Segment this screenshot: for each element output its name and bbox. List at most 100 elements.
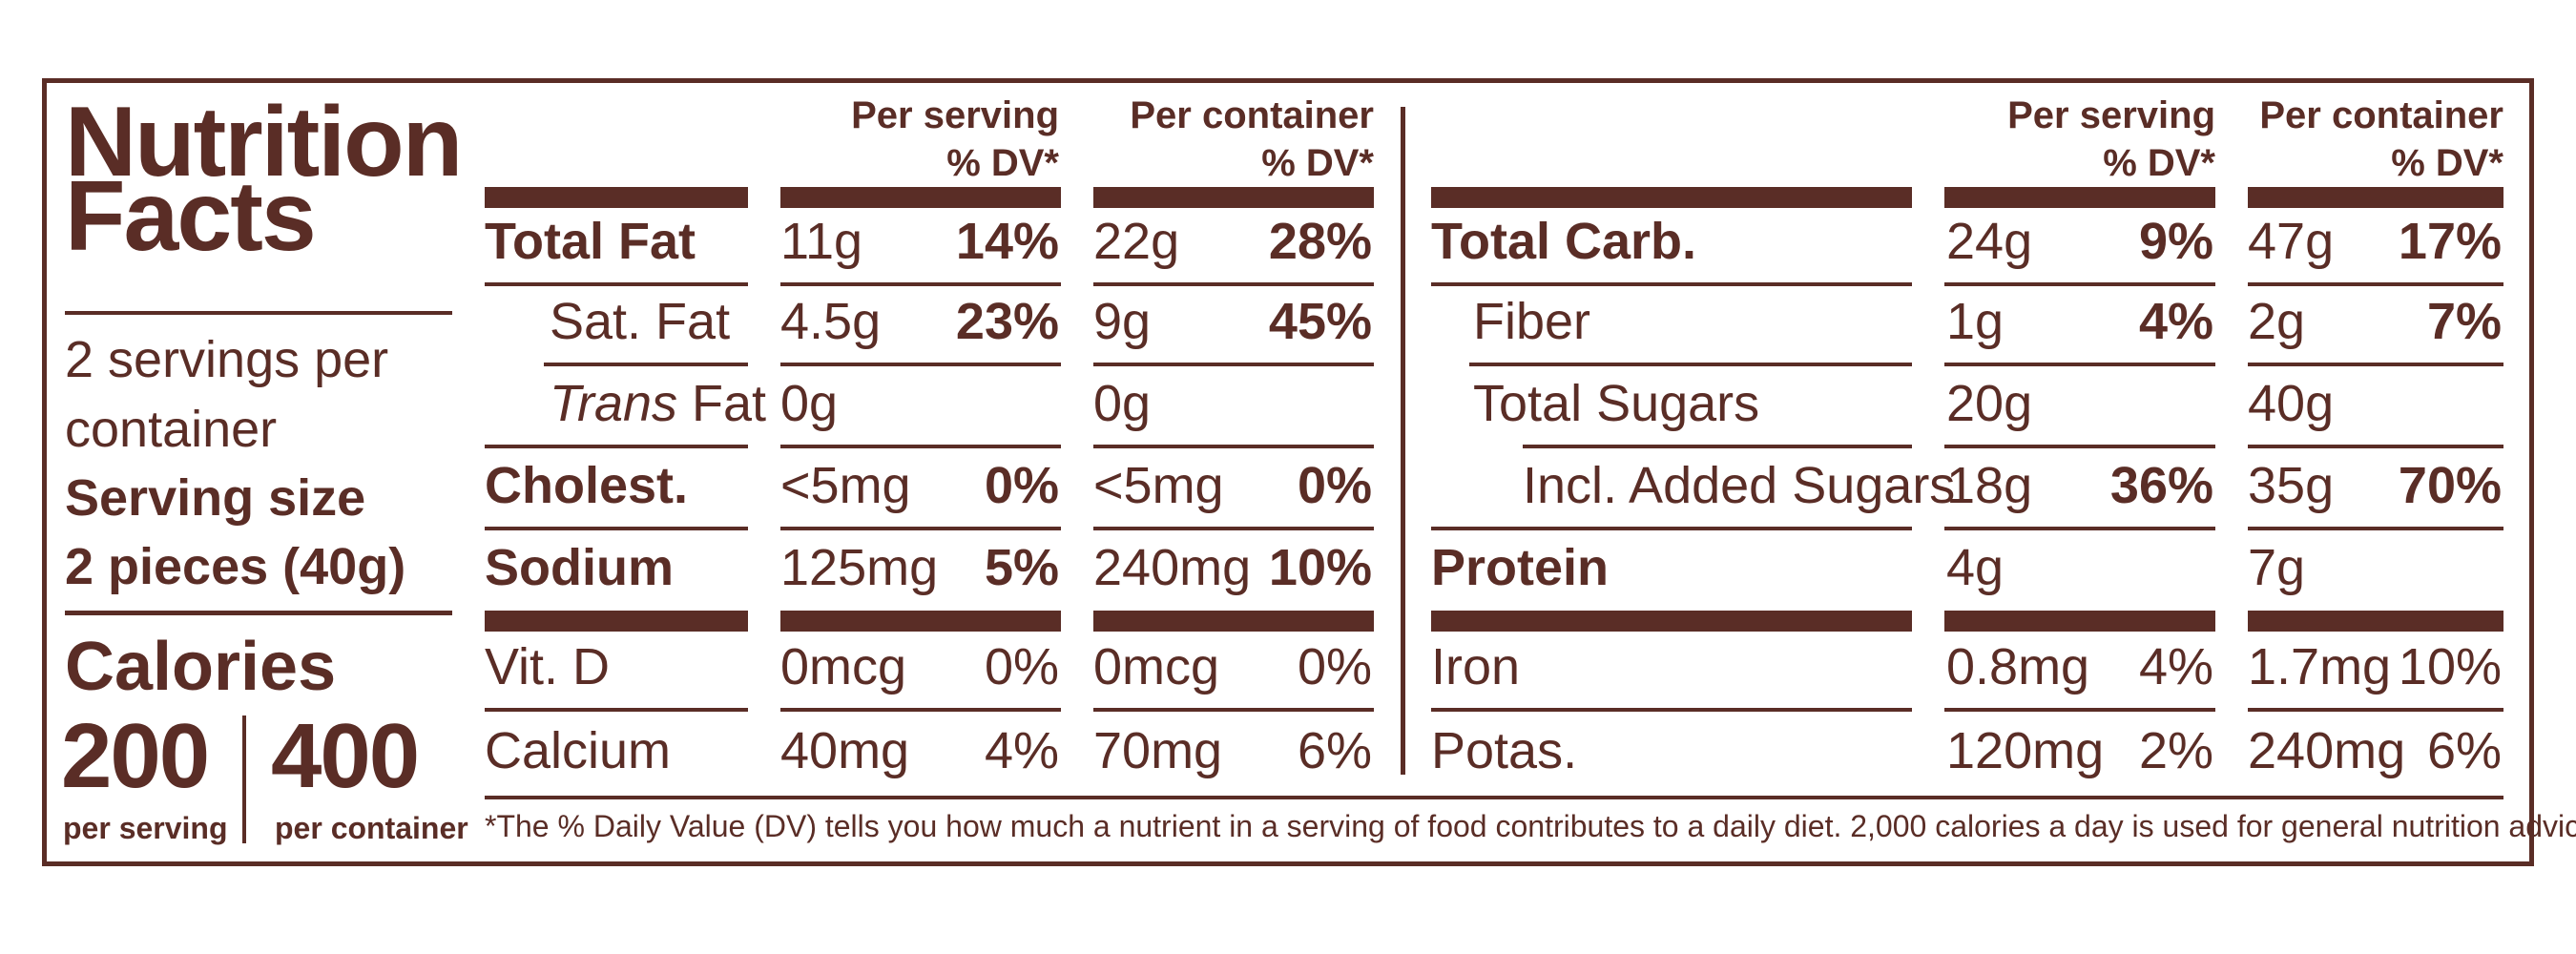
nutrient-name: Cholest. xyxy=(485,457,689,514)
serving-amount: 0g xyxy=(780,375,839,432)
row-divider xyxy=(780,527,1061,530)
container-dv: 10% xyxy=(1268,539,1372,596)
container-dv: 6% xyxy=(1297,722,1372,779)
left-divider-thin xyxy=(65,311,452,315)
footnote-divider xyxy=(485,796,2503,799)
row-divider xyxy=(1093,445,1374,448)
nutrient-name: Total Sugars xyxy=(1473,375,1760,432)
serving-amount: 120mg xyxy=(1946,722,2105,779)
row-divider xyxy=(1093,363,1374,366)
container-dv: 28% xyxy=(1268,213,1372,270)
thick-bar xyxy=(1944,187,2215,208)
per-serving-label: per serving xyxy=(63,811,228,845)
serving-size-value: 2 pieces (40g) xyxy=(65,538,406,595)
nutrient-name: Vit. D xyxy=(485,638,611,695)
left-per-container-header: Per container % DV* xyxy=(1049,92,1374,187)
serving-dv: 14% xyxy=(955,213,1059,270)
nutrient-name: Total Fat xyxy=(485,213,696,270)
nutrient-name: Calcium xyxy=(485,722,672,779)
nutrition-facts-label xyxy=(42,78,2534,866)
serving-amount: 18g xyxy=(1946,457,2033,514)
nutrient-name: Potas. xyxy=(1431,722,1578,779)
right-per-serving-header: Per serving % DV* xyxy=(1918,92,2215,187)
thick-bar xyxy=(2248,187,2503,208)
row-divider xyxy=(1523,445,1912,448)
row-divider xyxy=(2248,527,2503,530)
trans-italic: Trans xyxy=(550,375,678,432)
container-amount: 0g xyxy=(1093,375,1152,432)
serving-dv: 4% xyxy=(984,722,1059,779)
center-divider xyxy=(1401,107,1405,775)
serving-amount: 0.8mg xyxy=(1946,638,2090,695)
serving-dv: 2% xyxy=(2138,722,2213,779)
thick-bar xyxy=(1093,611,1374,632)
row-divider xyxy=(780,363,1061,366)
row-divider xyxy=(2248,708,2503,712)
nutrient-name: Protein xyxy=(1431,539,1610,596)
thick-bar xyxy=(780,187,1061,208)
row-divider xyxy=(1944,527,2215,530)
container-amount: 240mg xyxy=(1093,539,1252,596)
container-dv: 6% xyxy=(2426,722,2502,779)
row-divider xyxy=(1944,708,2215,712)
row-divider xyxy=(1431,527,1912,530)
container-dv: 10% xyxy=(2398,638,2502,695)
container-amount: <5mg xyxy=(1093,457,1224,514)
row-divider xyxy=(544,363,748,366)
nutrient-name: Iron xyxy=(1431,638,1521,695)
nutrient-name: Trans Fat xyxy=(550,378,766,429)
row-divider xyxy=(1469,363,1912,366)
serving-amount: 4g xyxy=(1946,539,2005,596)
row-divider xyxy=(780,282,1061,286)
serving-amount: <5mg xyxy=(780,457,911,514)
nutrient-name: Sodium xyxy=(485,539,674,596)
serving-dv: 5% xyxy=(984,539,1059,596)
nutrient-name: Total Carb. xyxy=(1431,213,1697,270)
serving-dv: 0% xyxy=(984,457,1059,514)
row-divider xyxy=(485,527,748,530)
header-line-2: % DV* xyxy=(2103,142,2215,184)
servings-line-2: container xyxy=(65,401,278,458)
thick-bar xyxy=(1944,611,2215,632)
serving-dv: 9% xyxy=(2138,213,2213,270)
row-divider xyxy=(485,445,748,448)
right-per-container-header: Per container % DV* xyxy=(2194,92,2503,187)
servings-line-1: 2 servings per xyxy=(65,331,389,388)
row-divider xyxy=(2248,282,2503,286)
title-line-1: Nutrition xyxy=(65,87,463,197)
calories-per-serving: 200 xyxy=(61,705,210,807)
calories-divider xyxy=(242,716,246,843)
row-divider xyxy=(1093,708,1374,712)
row-divider xyxy=(485,282,748,286)
title-line-2: Facts xyxy=(65,161,317,272)
header-line-1: Per container xyxy=(2259,94,2503,136)
thick-bar xyxy=(485,187,748,208)
header-line-2: % DV* xyxy=(2391,142,2503,184)
nutrient-name: Fiber xyxy=(1473,293,1591,350)
row-divider xyxy=(1944,282,2215,286)
row-divider xyxy=(1431,282,1912,286)
row-divider xyxy=(485,708,748,712)
row-divider xyxy=(1431,708,1912,712)
row-divider xyxy=(1093,527,1374,530)
thick-bar xyxy=(485,611,748,632)
row-divider xyxy=(1093,282,1374,286)
row-divider xyxy=(1944,363,2215,366)
serving-dv: 23% xyxy=(955,293,1059,350)
container-dv: 45% xyxy=(1268,293,1372,350)
serving-amount: 40mg xyxy=(780,722,910,779)
container-amount: 35g xyxy=(2248,457,2335,514)
calories-label: Calories xyxy=(65,629,337,705)
container-amount: 40g xyxy=(2248,375,2335,432)
container-dv: 17% xyxy=(2398,213,2502,270)
header-line-2: % DV* xyxy=(946,142,1059,184)
thick-bar xyxy=(2248,611,2503,632)
thick-bar xyxy=(780,611,1061,632)
serving-size-label: Serving size xyxy=(65,469,366,527)
serving-amount: 1g xyxy=(1946,293,2005,350)
header-line-1: Per container xyxy=(1130,94,1374,136)
serving-amount: 24g xyxy=(1946,213,2033,270)
header-line-1: Per serving xyxy=(851,94,1059,136)
container-amount: 240mg xyxy=(2248,722,2406,779)
row-divider xyxy=(2248,445,2503,448)
